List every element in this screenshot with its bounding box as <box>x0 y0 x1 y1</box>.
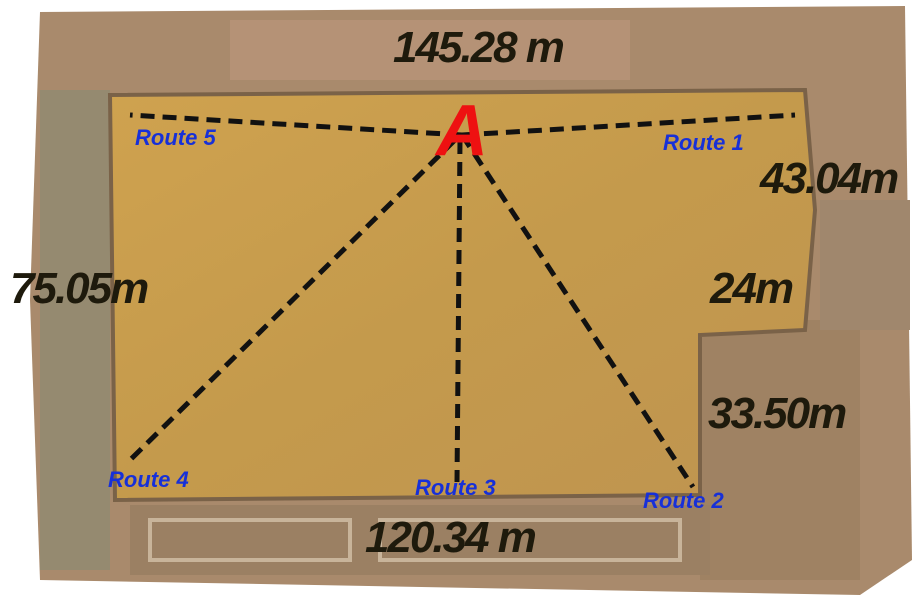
dimension-label: 75.05m <box>10 264 148 313</box>
dimension-label: 33.50m <box>708 389 846 438</box>
annotated-aerial-image: A Route 1 Route 2 Route 3 Route 4 Route … <box>0 0 917 601</box>
point-label: A <box>434 91 488 171</box>
route-label: Route 3 <box>415 475 496 500</box>
route-label: Route 5 <box>135 125 216 150</box>
dimension-label: 24m <box>709 264 793 313</box>
route-label: Route 2 <box>643 488 724 513</box>
dimension-label: 145.28 m <box>393 23 564 72</box>
dimension-label: 120.34 m <box>365 513 536 562</box>
route-label: Route 4 <box>108 467 189 492</box>
route-label: Route 1 <box>663 130 744 155</box>
dimension-label: 43.04m <box>759 154 898 203</box>
